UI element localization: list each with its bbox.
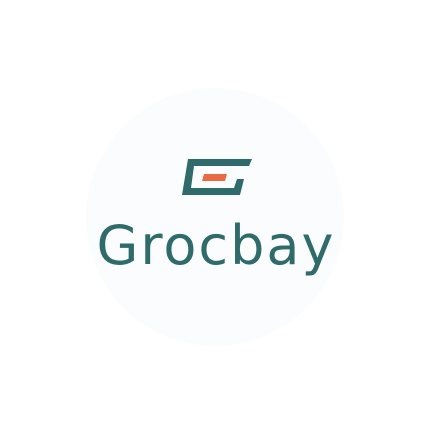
- grocbay-logo-icon: [182, 159, 252, 195]
- brand-name: Grocbay: [96, 214, 336, 277]
- logo-background-circle: [86, 88, 344, 346]
